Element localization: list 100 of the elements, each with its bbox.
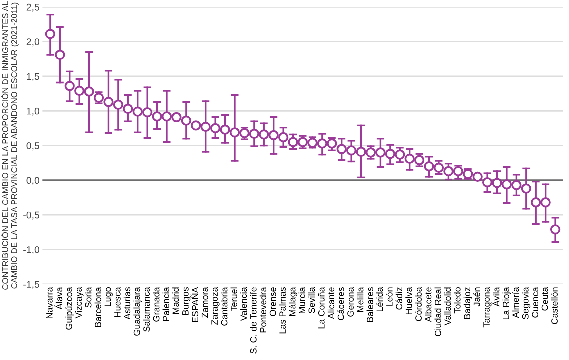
point — [346, 146, 357, 156]
point — [395, 150, 406, 160]
x-tick-label: Castellón — [551, 288, 558, 324]
x-tick-label: Salamanca — [143, 287, 150, 332]
point — [132, 106, 143, 117]
x-tick-label: Lugo — [104, 288, 113, 307]
x-tick-label: Toledo — [454, 288, 461, 314]
point — [453, 166, 464, 177]
x-tick-label: Tarragona — [484, 287, 492, 328]
x-tick-label: Álava — [54, 287, 63, 310]
y-tick-label: 0,0 — [26, 177, 40, 186]
x-tick-label: Vizcaya — [75, 287, 84, 319]
point — [521, 184, 532, 194]
x-tick-label: Gerona — [348, 287, 354, 317]
point — [142, 107, 153, 118]
x-tick-label: Sevilla — [308, 287, 316, 314]
point — [288, 137, 298, 148]
y-tick-label: -1,0 — [24, 246, 40, 255]
point — [113, 100, 124, 110]
x-tick-label: ESPAÑA — [190, 287, 199, 322]
x-tick-label: Las Palmas — [279, 288, 286, 334]
point — [123, 104, 134, 114]
point — [210, 123, 221, 134]
x-tick-label: Barcelona — [94, 287, 102, 328]
point — [550, 224, 561, 235]
point — [492, 178, 502, 188]
x-tick-label: Zamora — [202, 287, 208, 318]
x-tick-label: Cáceres — [338, 288, 344, 320]
point — [356, 146, 366, 158]
y-axis-title: CONTRIBUCIÓN DEL CAMBIO EN LA PROPORCIÓN DE INMIGRANTES AL CAMBIO DE LA TASA PROVINCIAL DE ABANDONO ESCOLAR (2021-2011) — [1, 2, 19, 290]
x-tick-label: Murcia — [298, 287, 306, 314]
x-tick-label: Guadalajara — [134, 287, 142, 336]
point — [531, 198, 542, 208]
x-tick-label: Málaga — [289, 287, 298, 316]
point — [200, 122, 211, 132]
x-tick-label: Zaragoza — [212, 287, 220, 326]
y-tick-label: 1,5 — [27, 73, 40, 82]
point — [45, 29, 56, 40]
point — [230, 128, 240, 138]
x-tick-label: Almería — [512, 287, 520, 318]
y-tick-label: 0,5 — [26, 142, 40, 151]
x-tick-label: Segovia — [522, 287, 531, 320]
x-tick-label: Lérida — [376, 287, 384, 312]
point — [181, 116, 192, 126]
point — [55, 50, 66, 60]
x-tick-label: Ávila — [492, 287, 500, 307]
x-tick-label: León — [386, 288, 393, 307]
x-tick-label: S. C. de Tenerife — [250, 288, 257, 354]
point — [404, 154, 415, 164]
point — [424, 162, 434, 172]
point — [268, 130, 279, 140]
point — [162, 112, 172, 122]
x-tick-label: Asturias — [124, 288, 131, 320]
x-tick-label: Córdoba — [415, 287, 422, 322]
point — [259, 130, 270, 140]
x-tick-label: Burgos — [182, 288, 191, 316]
x-tick-label: Alicante — [328, 288, 335, 320]
x-tick-label: Guipúzcoa — [66, 287, 74, 330]
point — [64, 81, 75, 92]
x-tick-label: Cádiz — [396, 288, 403, 310]
x-tick-label: Teruel — [230, 288, 238, 312]
y-tick-label: -1,5 — [24, 281, 40, 290]
point — [220, 124, 230, 135]
x-tick-label: Granada — [153, 287, 160, 322]
x-tick-label: Ceuta — [542, 287, 548, 311]
y-tick-label: 2,5 — [26, 4, 40, 12]
x-tick-label: Albacete — [425, 288, 432, 322]
x-tick-label: Ciudad Real — [434, 288, 442, 336]
x-tick-label: Melilla — [357, 287, 364, 312]
y-tick-label: 1,0 — [27, 108, 40, 116]
point — [249, 128, 260, 140]
point — [366, 148, 376, 158]
x-tick-label: La Coruña — [318, 287, 325, 329]
point — [336, 144, 347, 154]
point — [84, 86, 94, 97]
x-tick-label: Valencia — [240, 287, 248, 322]
point — [444, 166, 454, 177]
x-tick-label: Navarra — [46, 287, 53, 319]
point — [385, 149, 396, 160]
y-tick-label: -0,5 — [24, 212, 40, 220]
x-tick-label: Madrid — [172, 288, 180, 314]
point — [104, 97, 114, 108]
point — [191, 120, 202, 131]
x-tick-label: Baleares — [366, 288, 374, 322]
point — [414, 155, 425, 166]
point — [512, 180, 522, 190]
point — [472, 172, 483, 182]
x-tick-label: Orense — [270, 288, 276, 316]
point — [74, 86, 85, 96]
x-tick-label: Valladolid — [444, 288, 452, 326]
x-tick-label: La Rioja — [502, 287, 512, 320]
point — [502, 180, 512, 190]
y-tick-label: 2,0 — [26, 38, 40, 47]
x-tick-label: Palencia — [162, 287, 170, 322]
x-tick-label: Badajoz — [464, 288, 472, 320]
point — [540, 198, 551, 208]
point — [317, 138, 328, 149]
point — [327, 138, 338, 149]
point — [482, 177, 493, 188]
point — [152, 112, 162, 122]
